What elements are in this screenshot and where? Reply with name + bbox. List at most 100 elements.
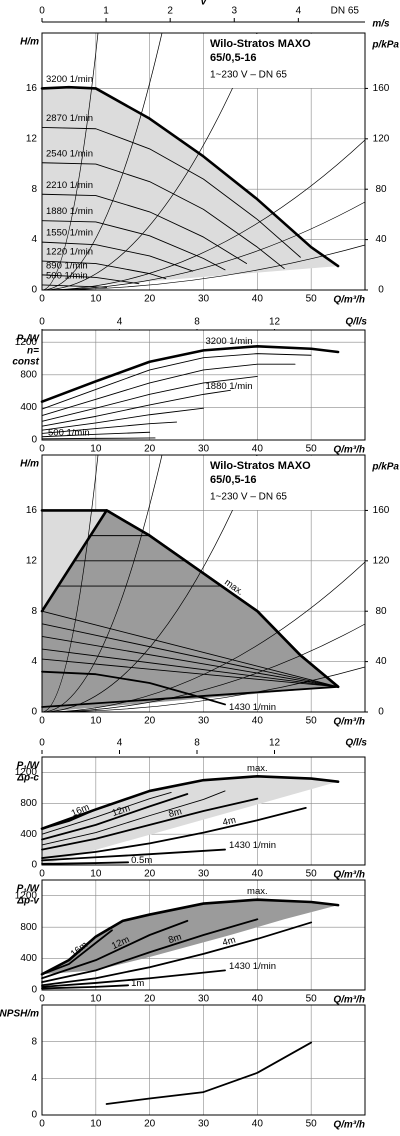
y-tick-label: 16 [26, 505, 38, 516]
curve-label: 500 1/min [46, 270, 88, 281]
curve-label: 2540 1/min [46, 148, 93, 159]
x-tick-label: 4 [117, 317, 123, 328]
y-axis-label: NPSH/m [0, 1009, 39, 1020]
y2-tick-label: 80 [375, 184, 387, 195]
curve-label: 1m [131, 978, 144, 989]
curve-label: 1430 1/min [229, 702, 276, 713]
x-tick-label: 12 [269, 738, 281, 749]
y-tick-label: 0 [31, 435, 37, 446]
y-axis-note: Δp-v [16, 896, 40, 907]
plot-frame [41, 1004, 366, 1116]
curve-label: max. [247, 886, 268, 897]
y-tick-label: 4 [31, 1073, 37, 1084]
chart-title: Wilo-Stratos MAXO [210, 460, 311, 472]
system-curve [41, 32, 258, 291]
system-curve [41, 623, 366, 713]
panel: Wilo-Stratos MAXO 65/0,5-16 1~230 V – DN 6… [20, 32, 399, 306]
x-tick-label: 20 [144, 1119, 156, 1130]
y-tick-label: 0 [31, 860, 37, 871]
curve [40, 85, 340, 268]
x-tick-label: 4 [296, 6, 302, 17]
x-axis-label: Q/m³/h [333, 445, 365, 456]
chart-title: 65/0,5-16 [210, 474, 256, 486]
x-tick-label: 1 [103, 6, 109, 17]
x-tick-label: 10 [90, 1119, 102, 1130]
curve [41, 274, 140, 285]
curve [41, 793, 189, 841]
x-tick-label: 0 [39, 994, 45, 1005]
curve [41, 421, 178, 434]
curve [41, 658, 339, 688]
y-tick-label: 800 [20, 798, 37, 809]
x-tick-label: 30 [198, 716, 210, 727]
curve-label: 1430 1/min [229, 961, 276, 972]
curve [41, 807, 307, 859]
x-tick-label: 0 [39, 444, 45, 455]
x-tick-label: 30 [198, 294, 210, 305]
curve [41, 790, 226, 846]
system-curve [41, 244, 366, 291]
x-tick-label: 10 [90, 444, 102, 455]
curve [41, 919, 189, 980]
curve-label: 8m [168, 806, 184, 820]
curve-label: 3200 1/min [206, 336, 253, 347]
curve [41, 969, 226, 988]
y2-tick-label: 40 [375, 234, 387, 245]
curve [41, 437, 156, 440]
x-tick-label: 10 [90, 869, 102, 880]
x-axis-label: Q/m³/h [333, 870, 365, 881]
y-tick-label: 8 [31, 606, 37, 617]
curve [41, 127, 301, 258]
curve [41, 260, 167, 280]
y-tick-label: 4 [31, 234, 37, 245]
y-tick-label: 12 [26, 133, 38, 144]
y-tick-label: 4 [31, 656, 37, 667]
curve-label: 8m [167, 932, 183, 947]
x-tick-label: 40 [252, 1119, 264, 1130]
plot-frame [41, 32, 366, 291]
axis-label: Q/l/s [345, 317, 367, 328]
y2-axis-label: p/kPa [371, 462, 399, 473]
curve [41, 861, 130, 865]
x-tick-label: 50 [306, 994, 318, 1005]
system-curve [41, 666, 366, 713]
curve [41, 929, 113, 976]
x-tick-label: 4 [117, 738, 123, 749]
curve-label: 2870 1/min [46, 113, 93, 124]
y2-tick-label: 40 [375, 656, 387, 667]
area [42, 87, 339, 290]
y-tick-label: 8 [31, 1036, 37, 1047]
x-tick-label: 40 [252, 716, 264, 727]
plot-frame [41, 879, 366, 991]
y-tick-label: 0 [31, 1110, 37, 1121]
x-tick-label: 12 [269, 317, 281, 328]
y-tick-label: 1200 [15, 337, 38, 348]
curve-label: 1550 1/min [46, 228, 93, 239]
curve-label: 4m [221, 935, 237, 949]
y-tick-label: 0 [31, 285, 37, 296]
curve [41, 353, 312, 410]
y-axis-label: H/m [20, 37, 39, 48]
x-axis-label: Q/m³/h [333, 1120, 365, 1131]
curve-label: 0.5m [131, 855, 152, 866]
x-tick-label: 30 [198, 994, 210, 1005]
curve-label: 1880 1/min [46, 206, 93, 217]
y-tick-label: 8 [31, 184, 37, 195]
system-curve [41, 32, 99, 291]
curve [41, 803, 113, 830]
x-tick-label: 0 [39, 869, 45, 880]
curve-label: 3200 1/min [46, 74, 93, 85]
curve [41, 375, 258, 422]
y-tick-label: 1200 [15, 767, 38, 778]
area [42, 899, 339, 975]
x-tick-label: 40 [252, 869, 264, 880]
axis-label: Q/l/s [345, 738, 367, 749]
x-tick-label: 30 [198, 869, 210, 880]
curve [41, 610, 339, 688]
x-tick-label: 50 [306, 716, 318, 727]
x-tick-label: 3 [231, 6, 237, 17]
curve [41, 389, 231, 427]
curve-label: 4m [222, 815, 237, 829]
